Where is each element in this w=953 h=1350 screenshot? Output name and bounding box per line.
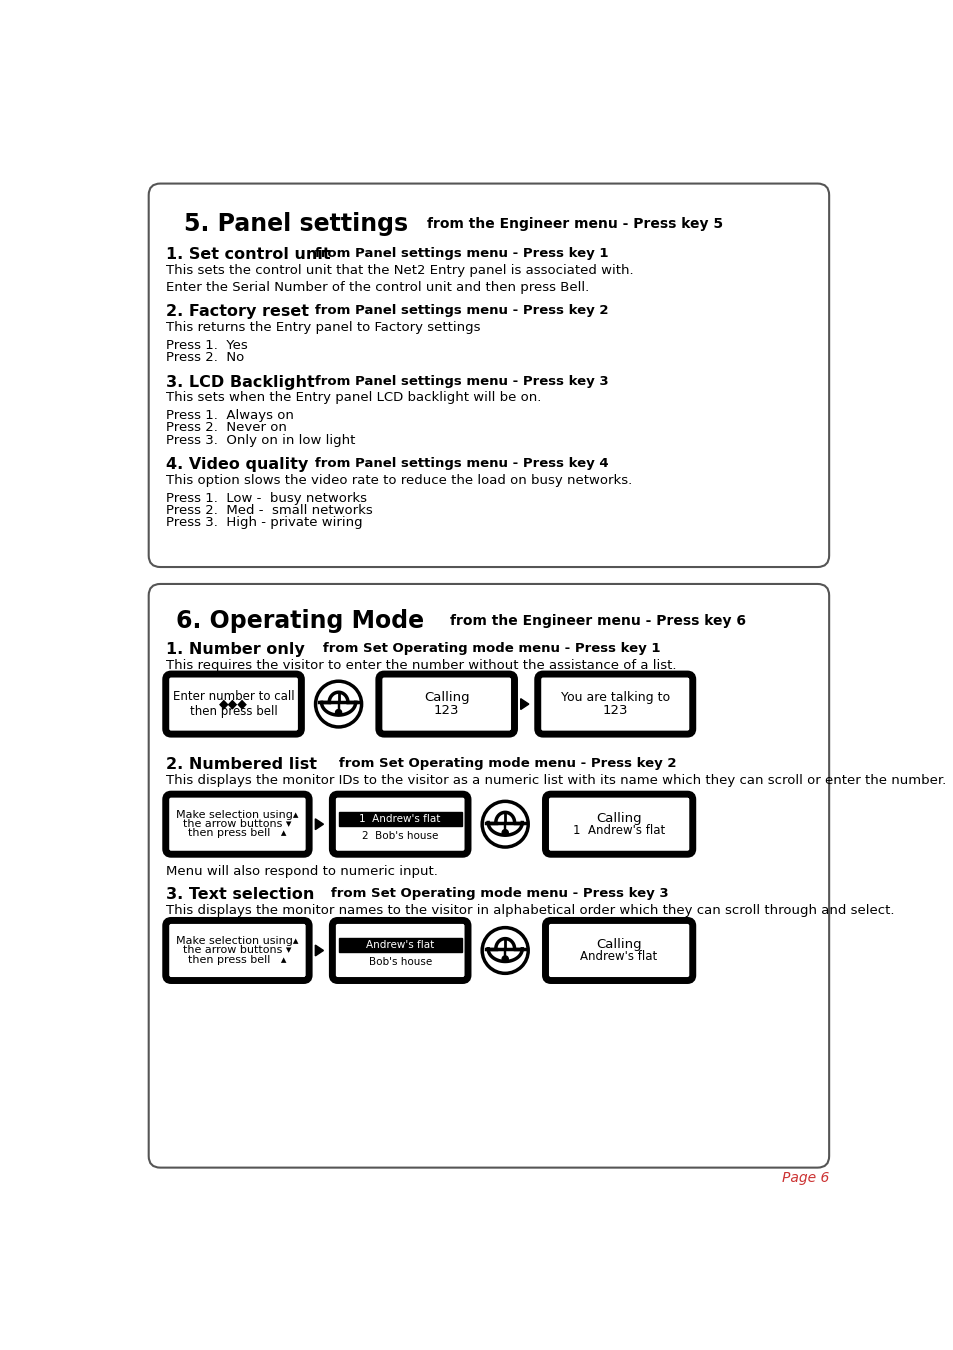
Text: Press 1.  Yes: Press 1. Yes (166, 339, 247, 352)
Text: 3. LCD Backlight: 3. LCD Backlight (166, 374, 314, 390)
Text: Press 2.  Never on: Press 2. Never on (166, 421, 286, 435)
Text: 1. Number only: 1. Number only (166, 641, 304, 656)
Text: Make selection using▴: Make selection using▴ (176, 937, 298, 946)
Text: This displays the monitor names to the visitor in alphabetical order which they : This displays the monitor names to the v… (166, 903, 893, 917)
Text: from the Engineer menu - Press key 6: from the Engineer menu - Press key 6 (450, 614, 745, 628)
Text: Page 6: Page 6 (781, 1170, 828, 1184)
Text: Andrew's flat: Andrew's flat (366, 940, 434, 950)
Text: Press 2.  No: Press 2. No (166, 351, 244, 364)
Text: Andrew's flat: Andrew's flat (579, 950, 657, 963)
FancyBboxPatch shape (378, 674, 514, 734)
Text: Make selection using▴: Make selection using▴ (176, 810, 298, 819)
Text: This displays the monitor IDs to the visitor as a numeric list with its name whi: This displays the monitor IDs to the vis… (166, 774, 945, 787)
Text: from Panel settings menu - Press key 4: from Panel settings menu - Press key 4 (301, 456, 608, 470)
Text: 123: 123 (434, 703, 459, 717)
Polygon shape (321, 702, 355, 716)
Text: Press 2.  Med -  small networks: Press 2. Med - small networks (166, 504, 372, 517)
Text: Enter number to call: Enter number to call (172, 690, 294, 703)
Text: the arrow buttons ▾: the arrow buttons ▾ (183, 819, 292, 829)
Text: then press bell   ▴: then press bell ▴ (188, 829, 287, 838)
FancyBboxPatch shape (166, 674, 301, 734)
Text: 2. Numbered list: 2. Numbered list (166, 757, 316, 772)
Text: 1  Andrew's flat: 1 Andrew's flat (573, 824, 664, 837)
Circle shape (501, 956, 508, 963)
FancyBboxPatch shape (166, 794, 309, 855)
Text: from Panel settings menu - Press key 2: from Panel settings menu - Press key 2 (301, 305, 608, 317)
Text: 1. Set control unit: 1. Set control unit (166, 247, 330, 262)
Text: 3. Text selection: 3. Text selection (166, 887, 314, 902)
Polygon shape (315, 819, 323, 830)
Text: Press 3.  Only on in low light: Press 3. Only on in low light (166, 433, 355, 447)
Text: Press 1.  Always on: Press 1. Always on (166, 409, 294, 423)
Polygon shape (488, 822, 521, 836)
Text: This requires the visitor to enter the number without the assistance of a list.: This requires the visitor to enter the n… (166, 659, 676, 672)
Text: 2. Factory reset: 2. Factory reset (166, 305, 309, 320)
FancyBboxPatch shape (537, 674, 692, 734)
Text: 4. Video quality: 4. Video quality (166, 456, 308, 472)
Polygon shape (488, 949, 521, 961)
Text: 123: 123 (602, 703, 627, 717)
Text: from Panel settings menu - Press key 1: from Panel settings menu - Press key 1 (301, 247, 608, 259)
Text: 1  Andrew's flat: 1 Andrew's flat (359, 814, 440, 824)
Text: then press bell: then press bell (190, 705, 277, 718)
Text: This option slows the video rate to reduce the load on busy networks.: This option slows the video rate to redu… (166, 474, 631, 487)
Text: from Set Operating mode menu - Press key 2: from Set Operating mode menu - Press key… (324, 757, 676, 771)
FancyBboxPatch shape (332, 921, 468, 980)
Text: from Set Operating mode menu - Press key 3: from Set Operating mode menu - Press key… (316, 887, 668, 899)
Text: Calling: Calling (596, 811, 641, 825)
Text: from Set Operating mode menu - Press key 1: from Set Operating mode menu - Press key… (309, 641, 659, 655)
Text: This returns the Entry panel to Factory settings: This returns the Entry panel to Factory … (166, 321, 479, 335)
Text: This sets when the Entry panel LCD backlight will be on.: This sets when the Entry panel LCD backl… (166, 392, 540, 405)
Text: ◆◆◆: ◆◆◆ (219, 698, 248, 710)
Text: Press 1.  Low -  busy networks: Press 1. Low - busy networks (166, 491, 366, 505)
FancyBboxPatch shape (332, 794, 468, 855)
Text: Bob's house: Bob's house (368, 957, 432, 967)
Text: Menu will also respond to numeric input.: Menu will also respond to numeric input. (166, 865, 437, 878)
Text: 6. Operating Mode: 6. Operating Mode (175, 609, 423, 633)
Text: This sets the control unit that the Net2 Entry panel is associated with.: This sets the control unit that the Net2… (166, 263, 633, 277)
FancyBboxPatch shape (149, 184, 828, 567)
FancyBboxPatch shape (149, 585, 828, 1168)
Polygon shape (315, 945, 323, 956)
Text: the arrow buttons ▾: the arrow buttons ▾ (183, 945, 292, 956)
Circle shape (501, 830, 508, 836)
Text: Calling: Calling (596, 938, 641, 950)
FancyBboxPatch shape (338, 938, 461, 952)
Text: You are talking to: You are talking to (560, 691, 669, 705)
Text: then press bell   ▴: then press bell ▴ (188, 954, 287, 965)
Circle shape (335, 710, 341, 716)
FancyBboxPatch shape (338, 811, 461, 826)
Text: Calling: Calling (423, 691, 469, 705)
Text: from Panel settings menu - Press key 3: from Panel settings menu - Press key 3 (301, 374, 608, 387)
FancyBboxPatch shape (166, 921, 309, 980)
Text: from the Engineer menu - Press key 5: from the Engineer menu - Press key 5 (426, 216, 722, 231)
Text: 2  Bob's house: 2 Bob's house (361, 830, 438, 841)
FancyBboxPatch shape (545, 794, 692, 855)
Polygon shape (520, 699, 528, 710)
Text: Enter the Serial Number of the control unit and then press Bell.: Enter the Serial Number of the control u… (166, 281, 588, 294)
FancyBboxPatch shape (545, 921, 692, 980)
Text: 5. Panel settings: 5. Panel settings (184, 212, 408, 236)
Text: Press 3.  High - private wiring: Press 3. High - private wiring (166, 516, 362, 529)
